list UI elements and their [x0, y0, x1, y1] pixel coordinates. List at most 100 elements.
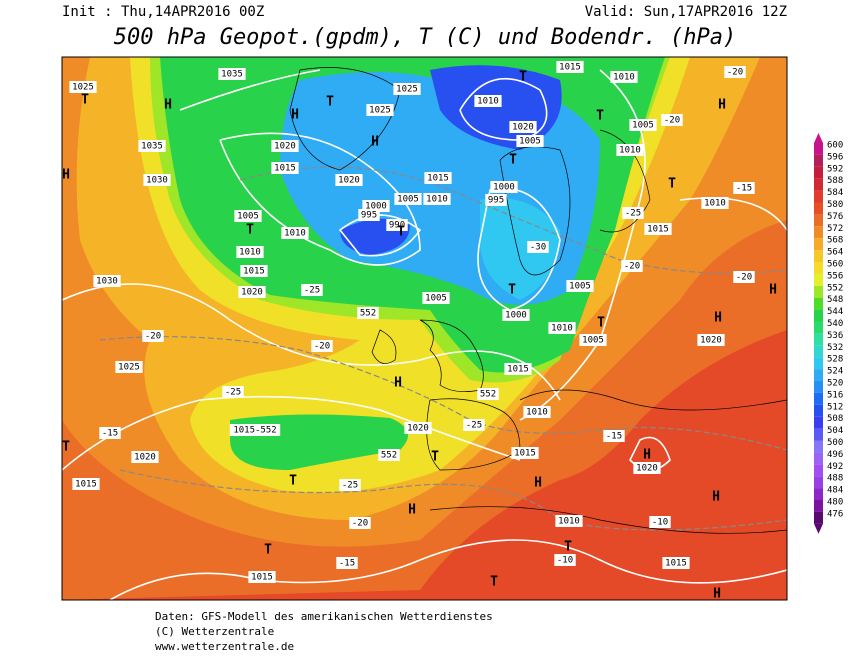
pressure-center: H — [408, 503, 416, 518]
colorbar-label: 556 — [827, 271, 843, 281]
contour-label: -20 — [314, 342, 330, 352]
colorbar-swatch — [814, 464, 823, 477]
colorbar-swatch — [814, 250, 823, 262]
pressure-center: H — [714, 311, 722, 326]
colorbar-label: 564 — [827, 248, 843, 258]
contour-label: -15 — [606, 432, 622, 442]
contour-label: 1000 — [493, 183, 515, 193]
footer-line: Daten: GFS-Modell des amerikanischen Wet… — [155, 610, 493, 623]
label-box — [610, 71, 638, 83]
label-box — [661, 114, 683, 126]
label-box — [622, 207, 644, 219]
colorbar-label: 476 — [827, 509, 843, 519]
label-box — [138, 140, 166, 152]
contour-label: 1010 — [551, 324, 573, 334]
colorbar-label: 532 — [827, 343, 843, 353]
label-box — [697, 334, 725, 346]
colorbar-swatch — [814, 500, 823, 512]
colorbar-swatch — [814, 369, 823, 381]
label-box — [142, 330, 164, 342]
contour-label: -20 — [727, 68, 743, 78]
pressure-center: H — [643, 448, 651, 463]
contour-label: 1015 — [75, 480, 97, 490]
isotherms — [99, 166, 787, 531]
colorbar-label: 536 — [827, 331, 843, 341]
label-box — [490, 181, 518, 193]
label-box — [422, 292, 450, 304]
label-box — [229, 424, 281, 436]
pressure-center: H — [534, 476, 542, 491]
contour-label: 1035 — [141, 142, 163, 152]
label-box — [733, 271, 755, 283]
contour-label: 1020 — [134, 453, 156, 463]
label-box — [724, 66, 746, 78]
colorbar-swatch — [814, 404, 823, 417]
pressure-center: T — [509, 153, 517, 168]
label-box — [404, 422, 432, 434]
label-box — [603, 430, 625, 442]
pressure-center: H — [394, 376, 402, 391]
colorbar-swatch — [814, 238, 823, 251]
contour-label: 1005 — [519, 137, 541, 147]
colorbar-swatch — [814, 178, 823, 191]
contour-label: -10 — [557, 556, 573, 566]
colorbar-label: 492 — [827, 462, 843, 472]
label-box — [281, 227, 309, 239]
colorbar-arrow — [814, 523, 823, 534]
contour-label: 1010 — [619, 146, 641, 156]
contour-label: 995 — [361, 211, 377, 221]
label-box — [248, 571, 276, 583]
contour-label: -20 — [624, 262, 640, 272]
pressure-center: H — [712, 490, 720, 505]
label-box — [240, 265, 268, 277]
pressure-center: T — [62, 440, 70, 455]
contour-label: 1035 — [221, 70, 243, 80]
colorbar-swatch — [814, 143, 823, 155]
contour-label: 1005 — [425, 294, 447, 304]
pressure-center: T — [596, 109, 604, 124]
pressure-center: H — [718, 98, 726, 113]
label-box — [311, 340, 333, 352]
pressure-center: H — [713, 587, 721, 602]
contour-label: 1025 — [118, 363, 140, 373]
contour-label: 1010 — [558, 517, 580, 527]
contour-label: -20 — [736, 273, 752, 283]
colorbar-label: 572 — [827, 224, 843, 234]
contour-label: 552 — [480, 390, 496, 400]
contour-label: 1015 — [251, 573, 273, 583]
label-box — [218, 68, 246, 80]
colorbar-label: 480 — [827, 498, 843, 508]
contour-label: 1015 — [647, 225, 669, 235]
colorbar-swatch — [814, 381, 823, 393]
pressure-center: T — [431, 450, 439, 465]
init-time: Init : Thu,14APR2016 00Z — [62, 4, 264, 20]
footer-line: www.wetterzentrale.de — [155, 640, 294, 653]
contour-label: -20 — [145, 332, 161, 342]
label-box — [335, 174, 363, 186]
colorbar-swatch — [814, 321, 823, 334]
contour-label: 1020 — [338, 176, 360, 186]
colorbar-swatch — [814, 285, 823, 298]
pressure-center: T — [519, 70, 527, 85]
contour-label: 1015 — [665, 559, 687, 569]
label-box — [424, 172, 452, 184]
colorbar-label: 524 — [827, 367, 843, 377]
colorbar-label: 484 — [827, 486, 843, 496]
contour-label: 1005 — [582, 336, 604, 346]
contour-label: 1005 — [569, 282, 591, 292]
colorbar-swatch — [814, 154, 823, 167]
pressure-center: T — [397, 225, 405, 240]
colorbar-label: 576 — [827, 212, 843, 222]
pressure-center: T — [326, 95, 334, 110]
label-box — [509, 121, 537, 133]
label-box — [463, 419, 485, 431]
contour-label: -25 — [342, 481, 358, 491]
contour-label: 1020 — [407, 424, 429, 434]
colorbar-swatch — [814, 202, 823, 215]
footer-line: (C) Wetterzentrale — [155, 625, 274, 638]
contour-label: 1010 — [704, 199, 726, 209]
label-box — [236, 246, 264, 258]
contour-label: 1020 — [700, 336, 722, 346]
label-box — [649, 516, 671, 528]
colorbar-label: 488 — [827, 474, 843, 484]
